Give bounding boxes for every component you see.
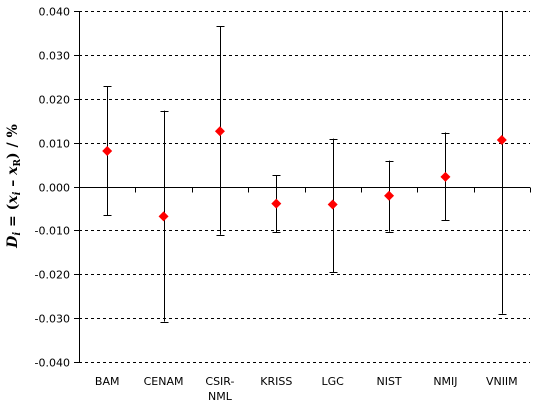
y-tick-label: -0.020 <box>35 269 70 282</box>
y-tick-label: 0.020 <box>39 94 71 107</box>
data-points <box>102 126 507 222</box>
data-point <box>102 145 113 156</box>
ylabel-part: x <box>5 195 21 205</box>
y-tick-label: 0.040 <box>39 6 71 19</box>
ylabel-part: ) / % <box>5 124 21 159</box>
y-axis-label: Di = (xi – xR) / % <box>5 124 23 249</box>
y-tick-label: 0.030 <box>39 50 71 63</box>
ylabel-part: D <box>5 235 21 249</box>
data-point <box>496 134 507 145</box>
y-tick-label: 0.010 <box>39 138 71 151</box>
data-point <box>271 198 282 209</box>
data-point <box>384 190 395 201</box>
x-tick-label: VNIIM <box>486 375 518 388</box>
data-point <box>327 199 338 210</box>
ylabel-part: R <box>13 158 23 166</box>
x-tick-label: CSIR-NML <box>205 375 234 403</box>
x-tick-label: CENAM <box>144 375 184 388</box>
y-tick-label: -0.010 <box>35 225 70 238</box>
data-point <box>440 171 451 182</box>
ylabel-part: x <box>5 166 21 176</box>
x-tick-label: LGC <box>322 375 345 388</box>
x-tick-label: NMIJ <box>433 375 457 388</box>
x-tick-label: KRISS <box>260 375 292 388</box>
data-point <box>214 126 225 137</box>
y-tick-label: -0.030 <box>35 313 70 326</box>
x-tick-labels: BAM CENAM CSIR-NML KRISS LGC NIST NMIJ VNIIM <box>79 187 531 403</box>
x-tick-label: NIST <box>376 375 401 388</box>
ylabel-part: – <box>5 175 21 192</box>
x-tick-label: BAM <box>95 375 120 388</box>
ylabel-part: i <box>12 232 23 236</box>
ylabel-part: = ( <box>5 204 21 232</box>
data-point <box>158 211 169 222</box>
ylabel-part: i <box>12 191 23 195</box>
y-tick-label: -0.040 <box>35 357 70 370</box>
y-ticks: -0.040 -0.030 -0.020 -0.010 0.000 0.010 0.020 0… <box>35 6 79 370</box>
y-tick-label: 0.000 <box>39 182 71 195</box>
